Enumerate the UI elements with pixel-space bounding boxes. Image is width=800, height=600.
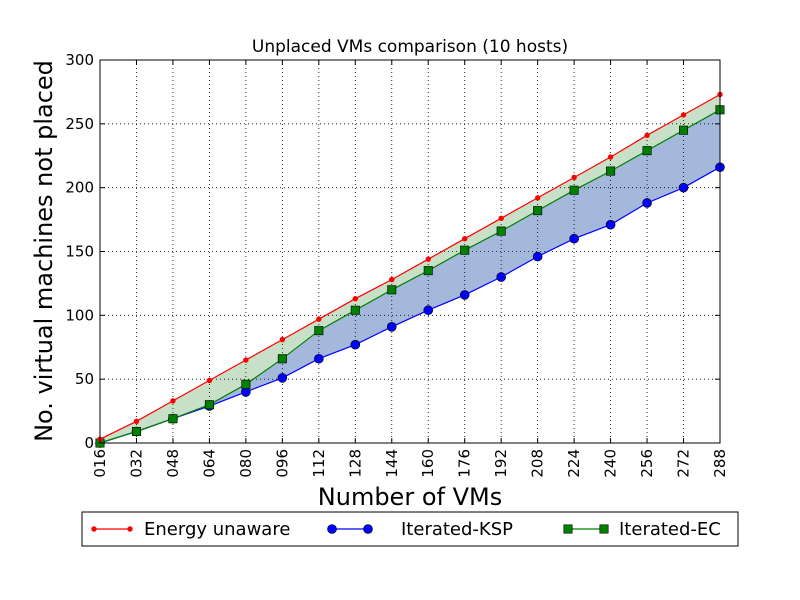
legend-label: Iterated-KSP bbox=[401, 519, 513, 540]
data-point-iterated-ksp bbox=[605, 219, 616, 230]
data-point-iterated-ec bbox=[496, 226, 506, 236]
data-point-iterated-ksp bbox=[350, 339, 361, 350]
x-tick-label: 032 bbox=[127, 449, 145, 478]
y-tick-label: 100 bbox=[65, 306, 94, 324]
x-tick-label: 176 bbox=[456, 449, 474, 478]
data-point-energy-unaware bbox=[607, 154, 614, 160]
data-point-energy-unaware bbox=[498, 215, 504, 222]
x-tick-label: 224 bbox=[565, 449, 583, 478]
data-point-energy-unaware bbox=[571, 174, 577, 181]
legend-marker bbox=[127, 526, 133, 532]
data-point-iterated-ksp bbox=[569, 233, 579, 244]
data-point-iterated-ec bbox=[241, 379, 251, 389]
x-tick-label: 112 bbox=[310, 449, 328, 478]
legend-marker bbox=[363, 524, 373, 534]
ticks: 0 50 100 150 200 250 300 016 032 048 064 080 096 112 1… bbox=[65, 51, 729, 478]
y-tick-label: 300 bbox=[65, 51, 94, 69]
x-tick-label: 128 bbox=[346, 449, 364, 478]
legend-label: Iterated-EC bbox=[619, 519, 721, 540]
data-point-iterated-ksp bbox=[314, 353, 324, 364]
x-tick-label: 256 bbox=[638, 449, 656, 478]
data-point-energy-unaware bbox=[279, 336, 286, 343]
fill-area-0 bbox=[100, 94, 720, 443]
data-point-iterated-ksp bbox=[386, 322, 397, 332]
series-iterated-ec bbox=[95, 105, 725, 448]
series-energy-unaware bbox=[97, 91, 723, 442]
x-tick-label: 208 bbox=[529, 449, 547, 478]
y-tick-label: 0 bbox=[84, 434, 94, 452]
data-point-iterated-ec bbox=[642, 146, 652, 156]
data-point-iterated-ec bbox=[569, 185, 579, 195]
data-point-iterated-ksp bbox=[496, 272, 506, 282]
data-point-iterated-ec bbox=[314, 326, 324, 336]
legend-entry-energy-unaware: Energy unaware bbox=[91, 519, 290, 540]
y-tick-label: 50 bbox=[75, 370, 94, 388]
data-point-iterated-ec bbox=[277, 354, 287, 364]
data-point-iterated-ec bbox=[204, 400, 214, 410]
data-point-iterated-ec bbox=[131, 427, 141, 437]
x-tick-label: 240 bbox=[602, 449, 620, 478]
data-point-energy-unaware bbox=[316, 316, 322, 322]
data-point-iterated-ec bbox=[460, 245, 470, 255]
x-tick-label: 016 bbox=[91, 449, 109, 478]
data-point-iterated-ksp bbox=[459, 290, 470, 300]
data-point-energy-unaware bbox=[206, 377, 213, 384]
series-layer bbox=[95, 91, 725, 448]
data-point-iterated-ec bbox=[350, 305, 360, 315]
legend-entry-iterated-ksp: Iterated-KSP bbox=[327, 519, 513, 540]
legend-entry-iterated-ec: Iterated-EC bbox=[563, 519, 721, 540]
x-tick-label: 192 bbox=[492, 449, 510, 478]
data-point-energy-unaware bbox=[243, 357, 249, 363]
data-point-energy-unaware bbox=[389, 276, 395, 283]
x-tick-label: 096 bbox=[273, 449, 291, 478]
legend-marker bbox=[599, 524, 609, 534]
legend-box bbox=[81, 511, 739, 547]
legend-items: Energy unaware Iterated-KSP Iterated-EC bbox=[91, 519, 721, 540]
data-point-energy-unaware bbox=[170, 398, 176, 404]
y-tick-label: 200 bbox=[65, 179, 94, 197]
y-axis-label: No. virtual machines not placed bbox=[30, 60, 58, 442]
x-tick-label: 048 bbox=[164, 449, 182, 478]
y-tick-label: 250 bbox=[65, 115, 94, 133]
legend: Energy unaware Iterated-KSP Iterated-EC bbox=[81, 511, 739, 547]
data-point-energy-unaware bbox=[425, 256, 431, 262]
data-point-iterated-ec bbox=[606, 166, 616, 176]
gridlines bbox=[100, 60, 720, 443]
series-line-energy-unaware bbox=[99, 93, 721, 440]
x-tick-label: 080 bbox=[237, 449, 255, 478]
x-tick-label: 064 bbox=[200, 449, 218, 478]
legend-label: Energy unaware bbox=[144, 519, 290, 540]
data-point-energy-unaware bbox=[133, 418, 140, 424]
data-point-iterated-ksp bbox=[532, 251, 543, 262]
data-point-iterated-ec bbox=[168, 414, 178, 424]
data-point-iterated-ec bbox=[423, 266, 433, 276]
series-line-iterated-ec bbox=[99, 109, 721, 444]
data-point-iterated-ec bbox=[387, 285, 397, 295]
data-point-iterated-ec bbox=[679, 125, 689, 135]
data-point-iterated-ksp bbox=[678, 182, 689, 193]
chart-title: Unplaced VMs comparison (10 hosts) bbox=[252, 37, 568, 57]
fill-areas bbox=[100, 94, 720, 444]
y-tick-label: 150 bbox=[65, 243, 94, 261]
data-point-iterated-ksp bbox=[423, 305, 434, 316]
x-tick-label: 272 bbox=[675, 449, 693, 478]
data-point-iterated-ec bbox=[533, 206, 543, 216]
x-tick-label: 144 bbox=[383, 449, 401, 478]
x-axis-label: Number of VMs bbox=[318, 483, 502, 511]
data-point-energy-unaware bbox=[644, 132, 650, 139]
data-point-iterated-ksp bbox=[241, 387, 251, 397]
data-point-iterated-ksp bbox=[642, 198, 652, 208]
data-point-energy-unaware bbox=[534, 195, 541, 201]
x-tick-label: 160 bbox=[419, 449, 437, 478]
data-point-energy-unaware bbox=[352, 296, 358, 302]
series-line-iterated-ksp bbox=[99, 166, 721, 444]
legend-marker bbox=[563, 524, 573, 534]
data-point-energy-unaware bbox=[462, 236, 468, 242]
legend-marker bbox=[91, 526, 97, 532]
data-point-energy-unaware bbox=[680, 112, 687, 118]
legend-marker bbox=[327, 524, 337, 534]
data-point-iterated-ksp bbox=[277, 373, 288, 383]
x-tick-label: 288 bbox=[711, 449, 729, 478]
